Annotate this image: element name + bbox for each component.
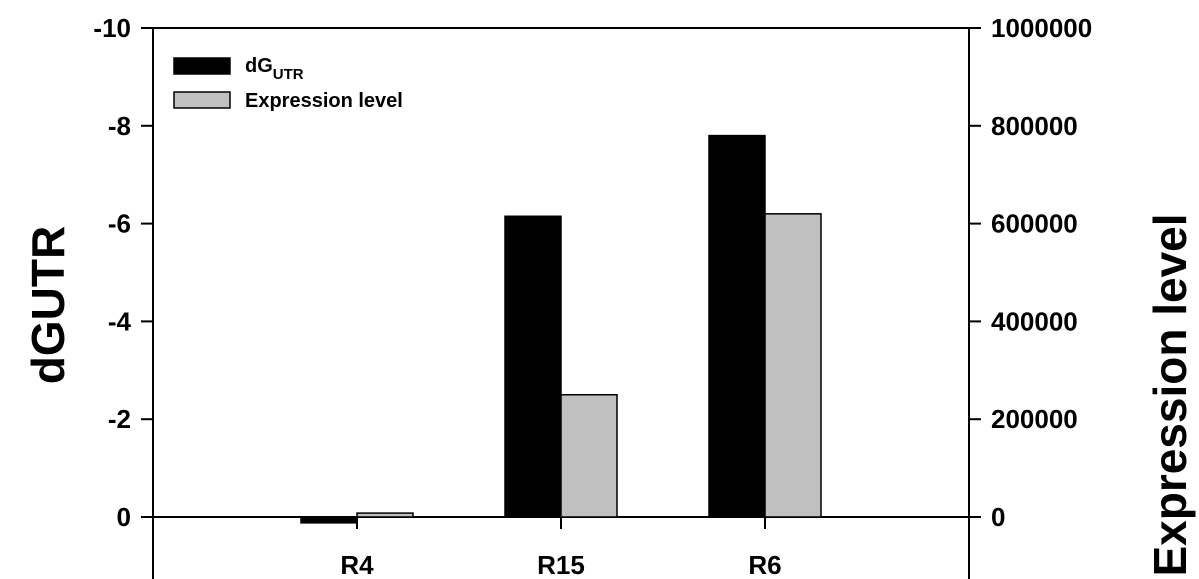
y2-tick-label: 1000000 <box>991 13 1092 43</box>
bars <box>300 134 822 524</box>
bar-expression-r6 <box>764 213 822 518</box>
legend-swatch-dgutr <box>173 57 231 75</box>
y2-ticks: 1000000 800000 600000 400000 200000 0 <box>969 13 1092 532</box>
y-axis-title: dGUTR <box>22 226 74 384</box>
bar-dgutr-r4 <box>300 516 358 524</box>
x-tick-label-r4: R4 <box>340 550 374 579</box>
y-tick-label: -10 <box>93 13 131 43</box>
y2-tick-label: 0 <box>991 502 1005 532</box>
y-tick-label: -6 <box>108 209 131 239</box>
y-tick-label: -2 <box>108 404 131 434</box>
bar-dgutr-r6 <box>708 134 766 518</box>
y2-tick-label: 800000 <box>991 111 1078 141</box>
y2-tick-label: 200000 <box>991 404 1078 434</box>
legend-swatch-expression <box>173 91 231 109</box>
y-tick-label: -8 <box>108 111 131 141</box>
x-ticks: R4 R15 R6 <box>340 517 782 579</box>
y2-tick-label: 600000 <box>991 209 1078 239</box>
x-tick-label-r6: R6 <box>748 550 781 579</box>
legend: dGUTR Expression level <box>173 55 403 112</box>
bar-expression-r15 <box>560 394 618 518</box>
legend-label-expression: Expression level <box>245 90 403 112</box>
y-ticks: -10 -8 -6 -4 -2 0 <box>93 13 153 532</box>
y-tick-label: -4 <box>108 306 132 336</box>
y2-axis-title: Expression level <box>1144 213 1196 576</box>
y-tick-label: 0 <box>117 502 131 532</box>
legend-label-dgutr: dGUTR <box>245 55 304 83</box>
bar-dgutr-r15 <box>504 215 562 518</box>
y2-tick-label: 400000 <box>991 306 1078 336</box>
bar-expression-r4 <box>356 512 414 518</box>
x-tick-label-r15: R15 <box>537 550 585 579</box>
